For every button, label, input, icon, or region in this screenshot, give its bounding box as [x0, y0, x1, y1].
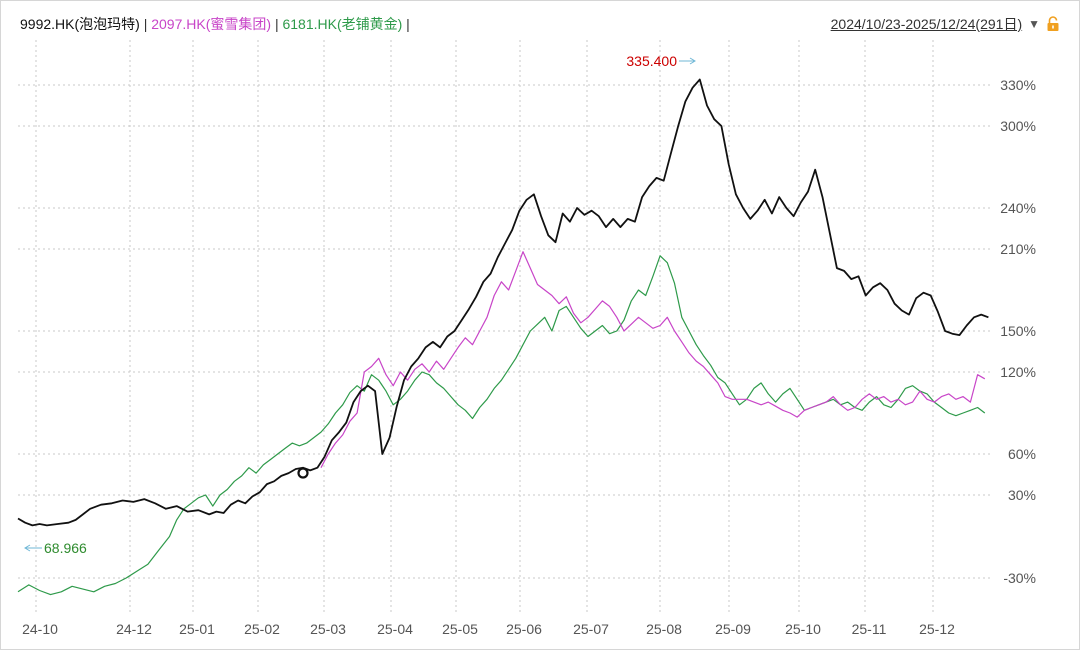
y-tick-label: 150%: [1000, 323, 1036, 339]
legend: 9992.HK(泡泡玛特) | 2097.HK(蜜雪集团) | 6181.HK(…: [20, 14, 410, 34]
x-tick-label: 24-10: [22, 621, 58, 637]
legend-separator: |: [274, 16, 279, 32]
legend-separator: |: [406, 16, 410, 32]
legend-series-3[interactable]: 6181.HK(老铺黄金): [282, 16, 403, 32]
y-tick-label: -30%: [1003, 570, 1036, 586]
min-annotation: 68.966: [44, 540, 87, 556]
lock-icon[interactable]: [1046, 16, 1060, 32]
series-line-3[interactable]: [17, 255, 986, 596]
series-line-1[interactable]: [17, 78, 989, 527]
x-tick-label: 25-02: [244, 621, 280, 637]
y-tick-label: 60%: [1008, 446, 1036, 462]
date-range[interactable]: 2024/10/23-2025/12/24(291日): [830, 16, 1023, 32]
x-tick-label: 25-03: [310, 621, 346, 637]
x-tick-label: 25-06: [506, 621, 542, 637]
y-tick-label: 120%: [1000, 364, 1036, 380]
x-tick-label: 25-09: [715, 621, 751, 637]
arrow-icon: [689, 57, 696, 65]
x-tick-label: 25-04: [377, 621, 413, 637]
date-range-selector[interactable]: 2024/10/23-2025/12/24(291日) ▼: [831, 14, 1060, 34]
x-tick-label: 25-12: [919, 621, 955, 637]
y-tick-label: 240%: [1000, 200, 1036, 216]
arrow-icon: [24, 544, 31, 552]
legend-series-1[interactable]: 9992.HK(泡泡玛特): [20, 16, 140, 32]
y-tick-label: 330%: [1000, 77, 1036, 93]
y-tick-label: 300%: [1000, 118, 1036, 134]
series-marker[interactable]: [297, 467, 309, 479]
caret-down-icon[interactable]: ▼: [1028, 17, 1040, 31]
x-tick-label: 25-05: [442, 621, 478, 637]
y-tick-label: 30%: [1008, 487, 1036, 503]
series-line-2[interactable]: [320, 251, 986, 468]
y-tick-label: 210%: [1000, 241, 1036, 257]
x-tick-label: 25-10: [785, 621, 821, 637]
x-tick-label: 25-08: [646, 621, 682, 637]
x-tick-label: 25-01: [179, 621, 215, 637]
x-tick-label: 25-11: [852, 621, 887, 637]
legend-separator: |: [143, 16, 148, 32]
max-annotation: 335.400: [626, 53, 677, 69]
x-tick-label: 25-07: [573, 621, 609, 637]
x-tick-label: 24-12: [116, 621, 152, 637]
legend-series-2[interactable]: 2097.HK(蜜雪集团): [151, 16, 272, 32]
